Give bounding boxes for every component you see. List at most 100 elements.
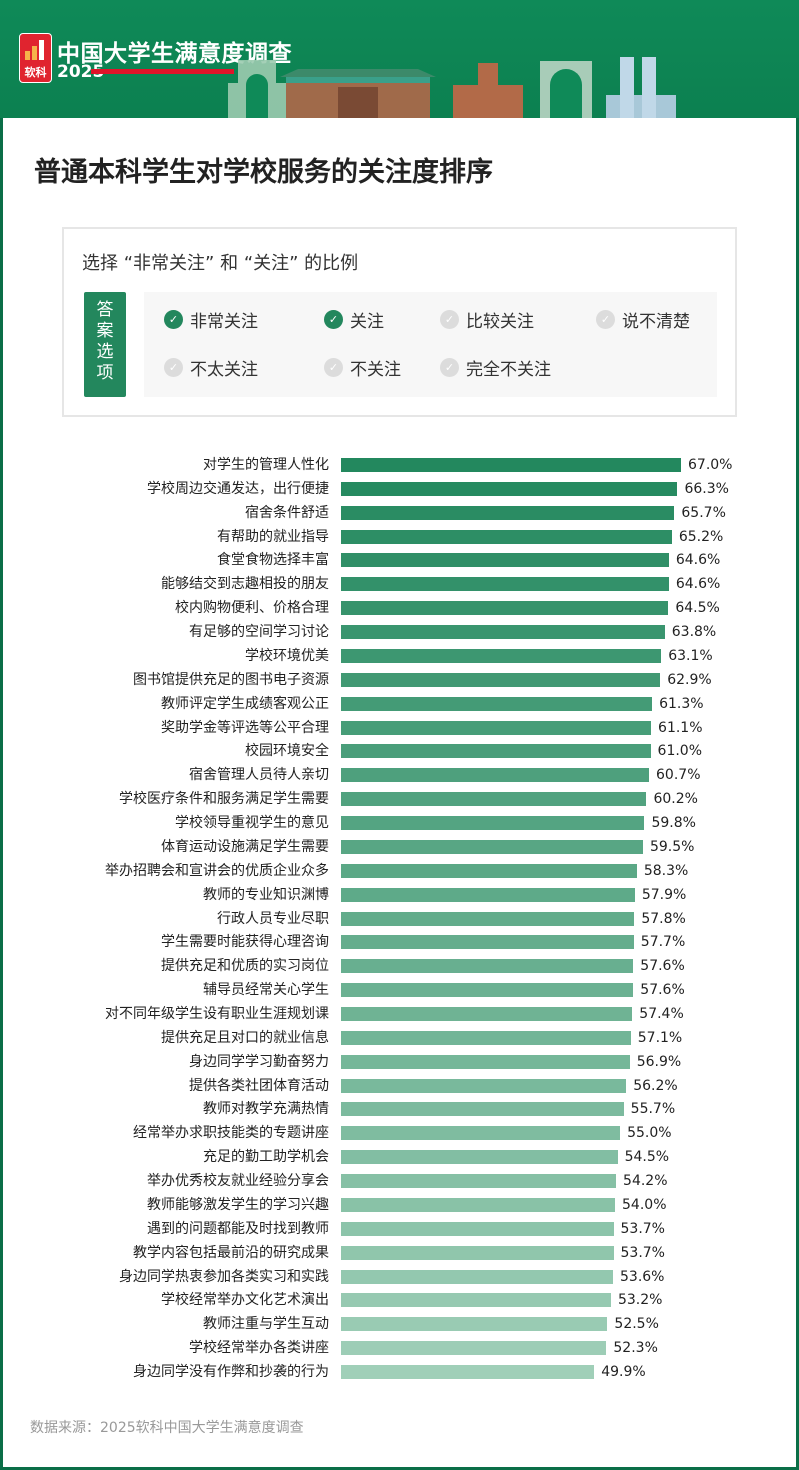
bar-row: 有帮助的就业指导 65.2% [0,527,799,547]
bar [341,1007,633,1021]
bar-label: 体育运动设施满足学生需要 [161,838,329,855]
bar-row: 校园环境安全 61.0% [0,741,799,761]
bar-value-label: 57.6% [640,982,685,999]
bar [341,1365,595,1380]
bar-value-label: 54.2% [623,1173,668,1190]
bar-value-label: 57.9% [641,886,687,903]
bar-row: 体育运动设施满足学生需要 59.5% [0,837,799,857]
legend-title: 选择 “非常关注” 和 “关注” 的比例 [82,253,359,274]
bar-value-label: 63.1% [668,647,713,664]
bar [341,863,637,878]
bar [341,1317,608,1332]
bar-row: 遇到的问题都能及时找到教师 53.7% [0,1219,799,1239]
bar [341,839,643,854]
red-divider [91,69,234,74]
bar-row: 食堂食物选择丰富 64.6% [0,550,799,570]
bar [341,959,634,974]
bar-row: 举办优秀校友就业经验分享会 54.2% [0,1171,799,1191]
bar-value-label: 64.6% [675,552,721,569]
check-circle-icon: ✓ [596,310,615,329]
bar [341,1150,618,1165]
bar-value-label: 53.6% [620,1268,665,1285]
bar-row: 学校周边交通发达，出行便捷 66.3% [0,479,799,499]
bar-label: 校园环境安全 [245,743,329,760]
bar [341,768,650,783]
check-circle-icon: ✓ [164,310,183,329]
bar [341,935,634,950]
bar-row: 行政人员专业尽职 57.8% [0,909,799,929]
bar-label: 举办优秀校友就业经验分享会 [147,1173,329,1190]
bar-label: 遇到的问题都能及时找到教师 [147,1220,329,1237]
bar-label: 学校医疗条件和服务满足学生需要 [119,791,329,808]
bar-value-label: 64.6% [675,576,721,593]
bar-row: 宿舍条件舒适 65.7% [0,503,799,523]
bar [341,816,645,831]
bar-row: 教师评定学生成绩客观公正 61.3% [0,694,799,714]
bar-label: 充足的勤工助学机会 [203,1149,329,1166]
bar-label: 辅导员经常关心学生 [203,982,329,999]
bar-label: 图书馆提供充足的图书电子资源 [133,671,329,688]
bar-value-label: 61.0% [657,743,703,760]
data-source: 数据来源：2025软科中国大学生满意度调查 [30,1420,304,1436]
check-circle-icon: ✓ [164,358,183,377]
legend-box: 选择 “非常关注” 和 “关注” 的比例 答案选项 ✓ 非常关注 ✓ 关注 ✓ 比较关注 ✓… [62,227,737,417]
bar-row: 身边同学学习勤奋努力 56.9% [0,1052,799,1072]
bar [341,1102,624,1117]
bar [341,1174,617,1189]
bar-row: 举办招聘会和宣讲会的优质企业众多 58.3% [0,861,799,881]
bar-label: 身边同学热衷参加各类实习和实践 [119,1268,329,1285]
ruanke-logo: 软科 [19,33,52,83]
bar-value-label: 61.1% [658,719,703,736]
bar [341,505,675,520]
bar-label: 行政人员专业尽职 [217,910,329,927]
survey-year: 2025 [57,62,105,82]
bar-label: 对学生的管理人性化 [203,457,329,473]
bar-row: 辅导员经常关心学生 57.6% [0,980,799,1000]
bar [341,1030,631,1045]
bar-row: 图书馆提供充足的图书电子资源 62.9% [0,670,799,690]
bar-row: 教师的专业知识渊博 57.9% [0,885,799,905]
check-circle-icon: ✓ [324,358,343,377]
bar-value-label: 64.5% [675,600,720,617]
bar-label: 奖助学金等评选等公平合理 [161,719,329,736]
bar-value-label: 60.7% [656,767,701,784]
legend-option-label: 比较关注 [466,312,534,332]
page-title: 普通本科学生对学校服务的关注度排序 [34,157,493,188]
answer-options-label: 答案选项 [84,292,126,397]
bar-value-label: 57.1% [637,1029,683,1046]
bar [341,792,647,807]
bar-row: 充足的勤工助学机会 54.5% [0,1147,799,1167]
bar-row: 学校医疗条件和服务满足学生需要 60.2% [0,789,799,809]
bar-row: 经常举办求职技能类的专题讲座 55.0% [0,1123,799,1143]
legend-option: ✓ 不关注 [324,355,401,380]
bar-value-label: 53.7% [620,1244,665,1261]
bar-label: 教师的专业知识渊博 [203,886,329,903]
bar-label: 学校经常举办文化艺术演出 [161,1292,329,1309]
bar [341,1269,613,1284]
bar [341,601,669,616]
bar-row: 提供各类社团体育活动 56.2% [0,1076,799,1096]
bar-value-label: 63.8% [671,624,717,641]
bar-value-label: 53.2% [617,1292,663,1309]
bar-value-label: 54.0% [622,1196,667,1213]
bar-label: 有足够的空间学习讨论 [189,624,329,641]
bar-value-label: 57.7% [640,934,686,951]
bar [341,481,678,496]
bar-row: 身边同学没有作弊和抄袭的行为 49.9% [0,1362,799,1382]
campus-skyline-illustration [228,57,676,118]
answer-options: ✓ 非常关注 ✓ 关注 ✓ 比较关注 ✓ 说不清楚 ✓ 不太关注 ✓ 不关注 ✓ 完全不关注 [144,292,717,397]
bar-label: 教师注重与学生互动 [203,1316,329,1333]
bar-row: 学校经常举办各类讲座 52.3% [0,1338,799,1358]
bar-value-label: 60.2% [653,791,698,808]
bar [341,1245,614,1260]
bar-label: 身边同学没有作弊和抄袭的行为 [133,1364,329,1381]
bar-row: 对学生的管理人性化 67.0% [0,455,799,475]
bar-row: 学校环境优美 63.1% [0,646,799,666]
bar-label: 学校领导重视学生的意见 [175,815,329,832]
bar-value-label: 57.6% [640,958,685,975]
bar-value-label: 56.9% [636,1053,682,1070]
bar-row: 学校经常举办文化艺术演出 53.2% [0,1290,799,1310]
bar-value-label: 56.2% [633,1077,678,1094]
bar-row: 对不同年级学生设有职业生涯规划课 57.4% [0,1004,799,1024]
legend-option-label: 关注 [350,312,384,332]
